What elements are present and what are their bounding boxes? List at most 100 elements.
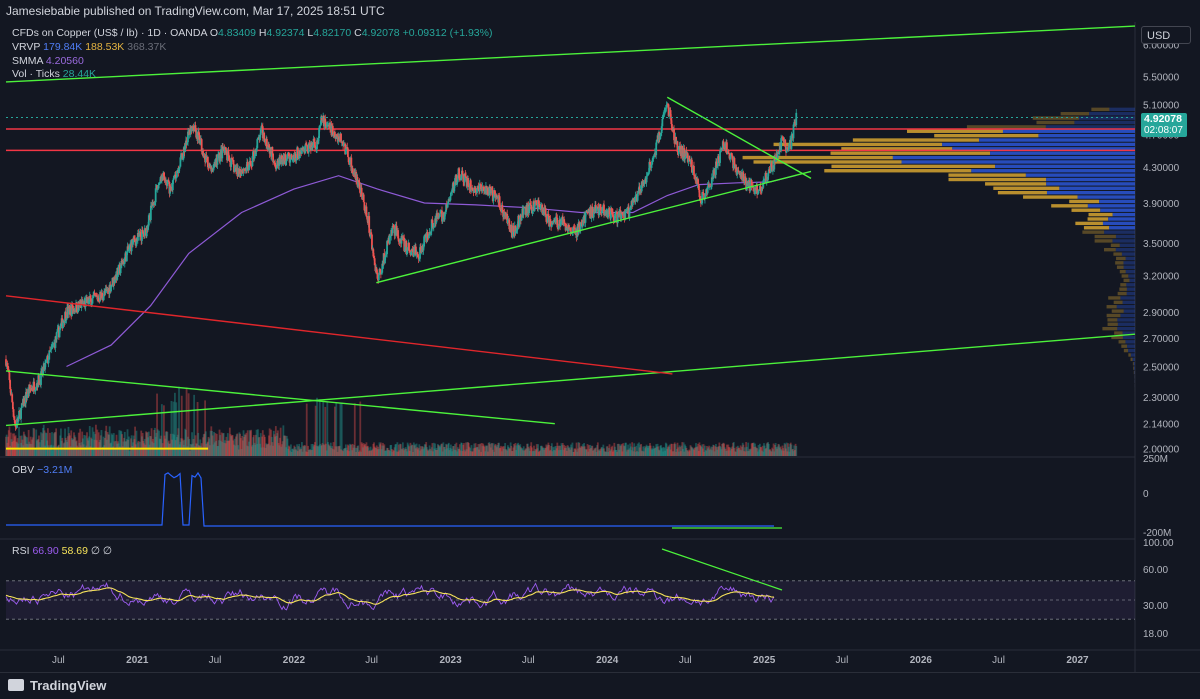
smma-label: SMMA bbox=[12, 55, 43, 67]
volume-profile-up bbox=[743, 156, 893, 159]
rsi-tick-label: 100.00 bbox=[1143, 538, 1174, 549]
volume-profile-down bbox=[1104, 230, 1135, 233]
volume-profile-down bbox=[1109, 226, 1135, 229]
volume-profile-down bbox=[1103, 222, 1135, 225]
rsi-legend[interactable]: RSI 66.90 58.69 ∅ ∅ bbox=[12, 545, 112, 558]
tradingview-logo[interactable]: TradingView bbox=[8, 678, 106, 693]
volume-profile-up bbox=[1108, 323, 1118, 326]
volume-profile-up bbox=[1107, 305, 1117, 308]
vrvp-legend[interactable]: VRVP 179.84K 188.53K 368.37K bbox=[12, 41, 166, 54]
price-tick-label: 5.50000 bbox=[1143, 73, 1180, 84]
main-legend: CFDs on Copper (US$ / lb) · 1D · OANDA O… bbox=[12, 27, 492, 40]
candle bbox=[256, 139, 258, 148]
volume-profile-down bbox=[1116, 235, 1135, 238]
smma-value: 4.20560 bbox=[46, 55, 84, 67]
candle bbox=[263, 133, 265, 139]
time-tick-label: 2022 bbox=[283, 655, 306, 666]
time-tick-label: Jul bbox=[992, 655, 1005, 666]
volume-profile-down bbox=[1089, 112, 1135, 115]
last-price-tag: 4.92078 02:08:07 bbox=[1141, 113, 1187, 137]
volume-profile-up bbox=[998, 191, 1047, 194]
candle bbox=[301, 150, 303, 153]
volume-profile-up bbox=[1102, 327, 1117, 330]
volume-profile-up bbox=[1113, 252, 1122, 255]
candle bbox=[184, 145, 186, 152]
candle bbox=[719, 151, 721, 163]
volume-profile-down bbox=[1133, 358, 1135, 361]
volume-profile-down bbox=[1131, 353, 1135, 356]
volume-profile-down bbox=[971, 169, 1135, 172]
time-tick-label: 2025 bbox=[753, 655, 776, 666]
volume-profile-up bbox=[1107, 318, 1117, 321]
volume-profile-up bbox=[1095, 235, 1116, 238]
volume-profile-down bbox=[1120, 314, 1135, 317]
rsi-ma-value: 58.69 bbox=[62, 545, 88, 557]
volume-profile-up bbox=[1111, 244, 1120, 247]
brand-name: TradingView bbox=[30, 678, 106, 693]
volume-profile-down bbox=[1117, 305, 1135, 308]
volume-profile-up bbox=[1115, 261, 1123, 264]
volume-profile-down bbox=[893, 156, 1135, 159]
volume-profile-up bbox=[1104, 248, 1116, 251]
chart-background bbox=[0, 22, 1200, 672]
volume-profile-down bbox=[1059, 187, 1135, 190]
volume-profile-down bbox=[1120, 244, 1135, 247]
volume-profile-down bbox=[1128, 349, 1135, 352]
volume-profile-down bbox=[1112, 239, 1135, 242]
time-tick-label: 2021 bbox=[126, 655, 149, 666]
candle bbox=[271, 147, 273, 154]
candle bbox=[661, 119, 663, 126]
symbol-name[interactable]: CFDs on Copper (US$ / lb) · 1D · OANDA bbox=[12, 27, 207, 39]
smma-legend[interactable]: SMMA 4.20560 bbox=[12, 55, 84, 68]
volume-profile-down bbox=[1124, 266, 1135, 269]
volume-profile-down bbox=[1122, 252, 1135, 255]
volume-profile-down bbox=[1128, 274, 1135, 277]
volume-profile-up bbox=[1128, 353, 1130, 356]
currency-button[interactable]: USD bbox=[1141, 26, 1191, 44]
time-tick-label: 2026 bbox=[910, 655, 933, 666]
volume-legend[interactable]: Vol · Ticks 28.44K bbox=[12, 68, 96, 81]
rsi-empty-1: ∅ bbox=[91, 545, 100, 557]
ohlc-o-label: O bbox=[210, 27, 218, 39]
ohlc-c-label: C bbox=[354, 27, 362, 39]
price-tick-label: 2.50000 bbox=[1143, 363, 1180, 374]
volume-bar bbox=[795, 446, 797, 456]
candle bbox=[545, 208, 547, 214]
time-tick-label: 2024 bbox=[596, 655, 619, 666]
volume-profile-down bbox=[1126, 257, 1135, 260]
time-tick-label: 2027 bbox=[1066, 655, 1089, 666]
volume-label: Vol · Ticks bbox=[12, 68, 60, 80]
obv-legend[interactable]: OBV −3.21M bbox=[12, 464, 72, 477]
volume-profile-up bbox=[1051, 204, 1088, 207]
volume-profile-up bbox=[1133, 362, 1134, 365]
volume-bar bbox=[341, 402, 343, 456]
volume-profile-down bbox=[1046, 178, 1135, 181]
volume-profile-down bbox=[1125, 340, 1135, 343]
volume-profile-up bbox=[948, 173, 1025, 176]
volume-profile-down bbox=[942, 143, 1135, 146]
volume-profile-up bbox=[1072, 209, 1101, 212]
vrvp-value-2: 188.53K bbox=[85, 41, 124, 53]
ohlc-low: 4.82170 bbox=[313, 27, 351, 39]
volume-profile-up bbox=[1069, 200, 1099, 203]
volume-profile-down bbox=[1003, 130, 1135, 133]
volume-profile-up bbox=[1089, 213, 1113, 216]
candle bbox=[304, 144, 306, 153]
volume-profile-down bbox=[1116, 248, 1135, 251]
ohlc-change: +0.09312 (+1.93%) bbox=[403, 27, 493, 39]
volume-profile-down bbox=[1026, 173, 1135, 176]
volume-profile-up bbox=[1036, 121, 1074, 124]
rsi-tick-label: 30.00 bbox=[1143, 601, 1168, 612]
volume-profile-down bbox=[1117, 327, 1135, 330]
vrvp-label: VRVP bbox=[12, 41, 40, 53]
volume-profile-up bbox=[1121, 345, 1127, 348]
volume-profile-up bbox=[949, 178, 1047, 181]
ohlc-open: 4.83409 bbox=[218, 27, 256, 39]
ohlc-close: 4.92078 bbox=[362, 27, 400, 39]
volume-profile-down bbox=[1123, 336, 1135, 339]
price-tick-label: 2.70000 bbox=[1143, 334, 1180, 345]
volume-profile-down bbox=[902, 160, 1135, 163]
obv-value: −3.21M bbox=[37, 464, 72, 476]
candle bbox=[347, 148, 349, 157]
